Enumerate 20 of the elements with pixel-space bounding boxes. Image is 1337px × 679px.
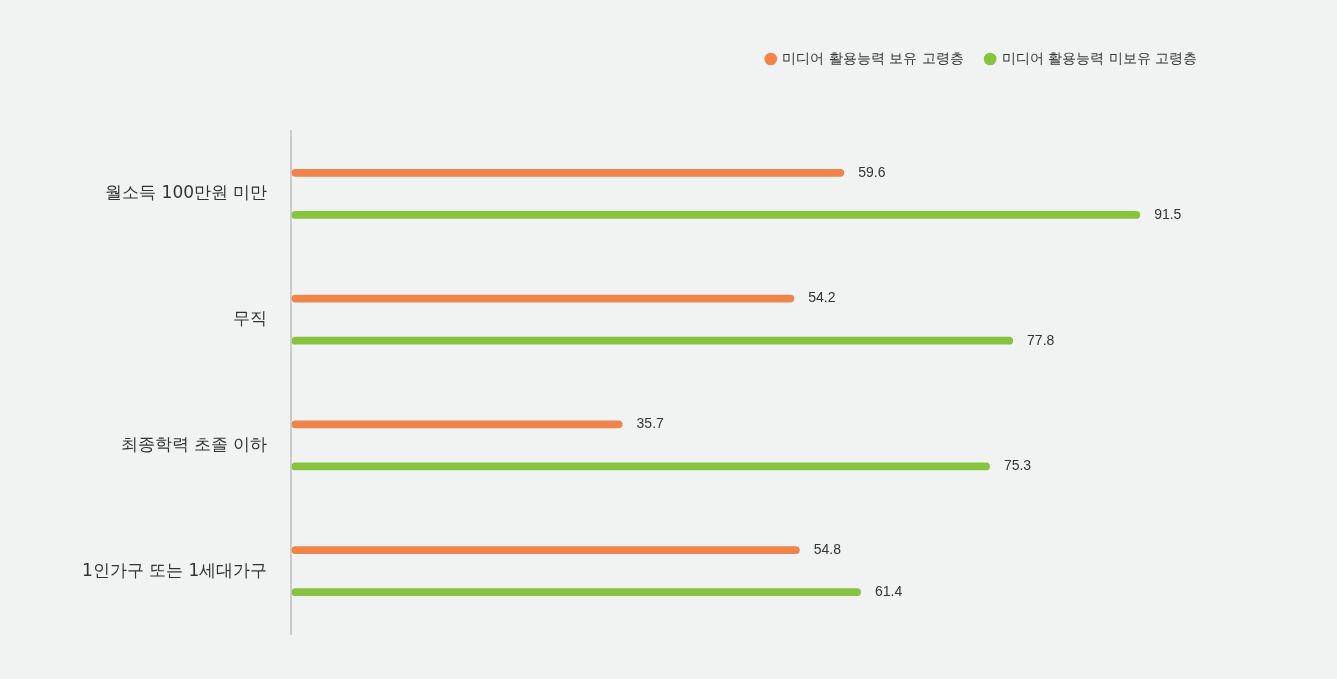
bar	[291, 420, 623, 429]
y-tick-label: 1인가구 또는 1세대가구	[81, 559, 268, 580]
data-label: 54.8	[813, 540, 842, 557]
data-label: 61.4	[874, 583, 903, 600]
data-label: 35.7	[636, 415, 665, 432]
data-label: 75.3	[1003, 457, 1032, 474]
y-tick-label: 월소득 100만원 미만	[105, 182, 268, 203]
bar	[291, 546, 800, 554]
bar	[291, 336, 1014, 345]
y-tick-label: 무직	[233, 308, 268, 329]
y-tick-label: 최종학력 초졸 이하	[120, 433, 268, 454]
bar	[291, 168, 845, 177]
legend-label: 미디어 활용능력 보유 고령층	[782, 49, 964, 66]
data-label: 91.5	[1154, 205, 1182, 222]
bar	[291, 588, 861, 597]
data-label: 59.6	[858, 163, 886, 180]
bar	[291, 211, 1141, 219]
legend-label: 미디어 활용능력 미보유 고령층	[1001, 49, 1198, 66]
data-label: 54.2	[808, 289, 836, 306]
data-label: 77.8	[1027, 331, 1055, 348]
